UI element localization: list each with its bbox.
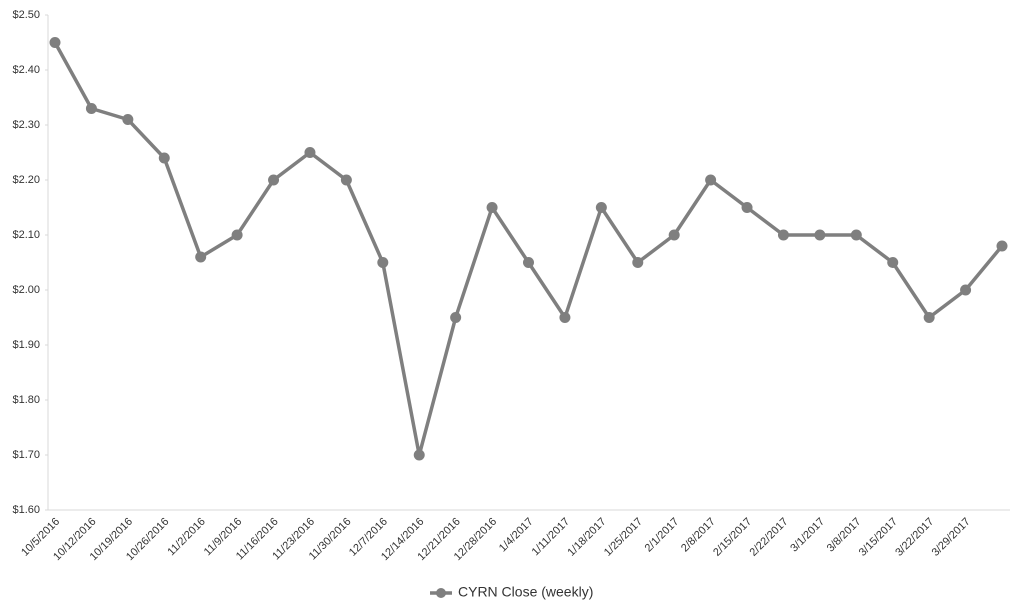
point (49, 37, 61, 48)
point (304, 147, 316, 158)
point (340, 174, 352, 186)
point (960, 284, 972, 296)
x-tick-label: 11/2/2016 (165, 516, 208, 559)
x-tick-label: 3/15/2017 (857, 516, 900, 559)
point (595, 202, 607, 213)
point (632, 257, 644, 268)
line (53, 41, 1004, 457)
point (705, 174, 717, 186)
y-tick-label: $2.00 (12, 284, 40, 296)
point (741, 202, 753, 213)
point (413, 449, 425, 461)
point (850, 229, 862, 241)
x-tick-label: 2/15/2017 (711, 516, 754, 559)
point (887, 257, 899, 268)
point (231, 229, 243, 241)
x-tick-label: 1/25/2017 (602, 516, 645, 559)
point (559, 312, 571, 323)
y-tick-label: $2.40 (12, 64, 40, 76)
y-tick-label: $2.20 (12, 174, 40, 186)
y-tick-label: $2.30 (12, 119, 40, 131)
point (268, 174, 280, 186)
point (923, 312, 935, 323)
x-tick-label: 3/22/2017 (893, 516, 936, 559)
y-tick-label: $2.10 (12, 229, 40, 241)
x-tick-label: 3/1/2017 (788, 516, 827, 555)
x-tick-label: 2/22/2017 (748, 516, 791, 559)
point (996, 240, 1008, 252)
y-tick-label: $2.50 (12, 9, 40, 21)
point (814, 229, 826, 241)
point (450, 312, 462, 323)
point (158, 152, 170, 164)
point (777, 229, 789, 241)
legend-label: CYRN Close (weekly) (458, 584, 593, 600)
point (523, 257, 534, 268)
y-tick-label: $1.80 (12, 394, 40, 406)
x-tick-label: 3/29/2017 (930, 516, 973, 559)
point (486, 202, 498, 213)
point (85, 103, 97, 114)
point (377, 257, 389, 268)
point (668, 229, 680, 241)
point (195, 251, 207, 263)
x-tick-label: 2/1/2017 (643, 516, 682, 555)
point (122, 114, 134, 125)
y-tick-label: $1.60 (12, 504, 40, 516)
y-tick-label: $1.90 (12, 339, 40, 351)
x-tick-label: 1/18/2017 (565, 516, 608, 559)
y-tick-label: $1.70 (12, 449, 40, 461)
legend-marker (436, 588, 446, 598)
